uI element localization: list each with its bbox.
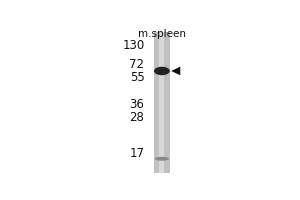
Text: 17: 17 bbox=[130, 147, 145, 160]
Ellipse shape bbox=[155, 157, 169, 161]
Text: m.spleen: m.spleen bbox=[138, 29, 186, 39]
Ellipse shape bbox=[154, 67, 170, 75]
Bar bbox=[154, 32, 170, 173]
Text: 55: 55 bbox=[130, 71, 145, 84]
Polygon shape bbox=[171, 67, 180, 75]
Text: 28: 28 bbox=[130, 111, 145, 124]
Text: 130: 130 bbox=[122, 39, 145, 52]
Text: 36: 36 bbox=[130, 98, 145, 111]
Bar bbox=[159, 32, 164, 173]
Text: 72: 72 bbox=[130, 58, 145, 71]
